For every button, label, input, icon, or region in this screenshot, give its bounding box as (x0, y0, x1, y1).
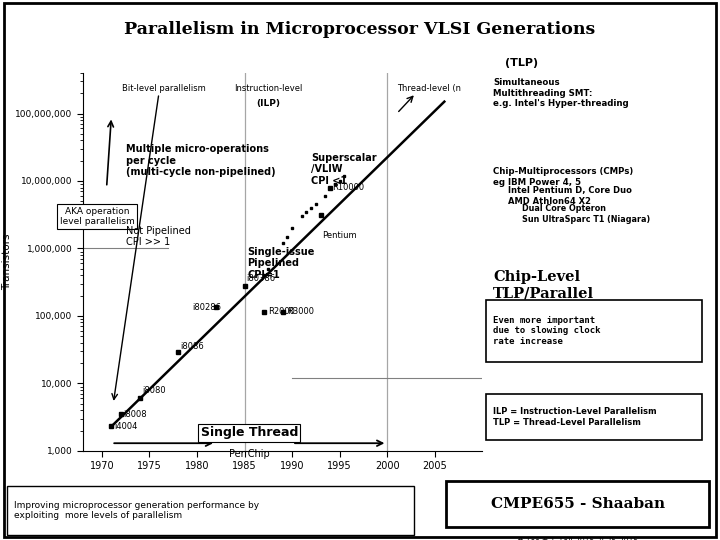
Text: ILP = Instruction-Level Parallelism
TLP = Thread-Level Parallelism: ILP = Instruction-Level Parallelism TLP … (493, 408, 657, 427)
Text: i4004: i4004 (114, 422, 138, 431)
Text: R2000: R2000 (269, 307, 295, 316)
Text: Superscalar
/VLIW
CPI <1: Superscalar /VLIW CPI <1 (311, 152, 377, 186)
Text: Improving microprocessor generation performance by
exploiting  more levels of pa: Improving microprocessor generation perf… (14, 501, 259, 520)
Text: i8086: i8086 (180, 342, 204, 352)
Text: i8008: i8008 (123, 410, 146, 418)
Text: R10000: R10000 (332, 183, 364, 192)
Text: Per Chip: Per Chip (229, 449, 270, 460)
Text: Chip-Multiprocessors (CMPs)
eg IBM Power 4, 5: Chip-Multiprocessors (CMPs) eg IBM Power… (493, 167, 634, 187)
Y-axis label: Transistors: Transistors (2, 234, 12, 290)
Text: Dual Core Opteron
Sun UltraSparc T1 (Niagara): Dual Core Opteron Sun UltraSparc T1 (Nia… (522, 204, 650, 224)
Text: Parallelism in Microprocessor VLSI Generations: Parallelism in Microprocessor VLSI Gener… (125, 21, 595, 38)
Text: i8080: i8080 (142, 386, 166, 395)
Text: (ILP): (ILP) (256, 99, 280, 108)
Text: Thread-level (n: Thread-level (n (397, 84, 461, 93)
Text: Single Thread: Single Thread (201, 426, 298, 439)
Text: R3000: R3000 (287, 307, 315, 316)
Text: Chip-Level
TLP/Parallel
Processing: Chip-Level TLP/Parallel Processing (493, 270, 594, 316)
Text: Not Pipelined
CPI >> 1: Not Pipelined CPI >> 1 (125, 226, 191, 247)
Text: Even more important
due to slowing clock
rate increase: Even more important due to slowing clock… (493, 316, 600, 346)
Text: CMPE655 - Shaaban: CMPE655 - Shaaban (491, 497, 665, 510)
Text: Single-issue
Pipelined
CPI=1: Single-issue Pipelined CPI=1 (248, 247, 315, 280)
Text: i80386: i80386 (246, 274, 276, 283)
Text: Intel Pentium D, Core Duo
AMD Athlon64 X2: Intel Pentium D, Core Duo AMD Athlon64 X… (508, 186, 631, 206)
Text: i80286: i80286 (192, 303, 221, 312)
Text: # 1ec # 1  Fall 2015  8-25-2015: # 1ec # 1 Fall 2015 8-25-2015 (517, 537, 639, 540)
Text: Simultaneous
Multithreading SMT:
e.g. Intel's Hyper-threading: Simultaneous Multithreading SMT: e.g. In… (493, 78, 629, 108)
Text: AKA operation
level parallelism: AKA operation level parallelism (60, 207, 135, 226)
Text: Multiple micro-operations
per cycle
(multi-cycle non-pipelined): Multiple micro-operations per cycle (mul… (125, 144, 275, 177)
Text: (TLP): (TLP) (505, 58, 539, 68)
Text: Instruction-level: Instruction-level (234, 84, 302, 93)
Text: Bit-level parallelism: Bit-level parallelism (122, 84, 205, 93)
Text: Pentium: Pentium (323, 231, 357, 240)
